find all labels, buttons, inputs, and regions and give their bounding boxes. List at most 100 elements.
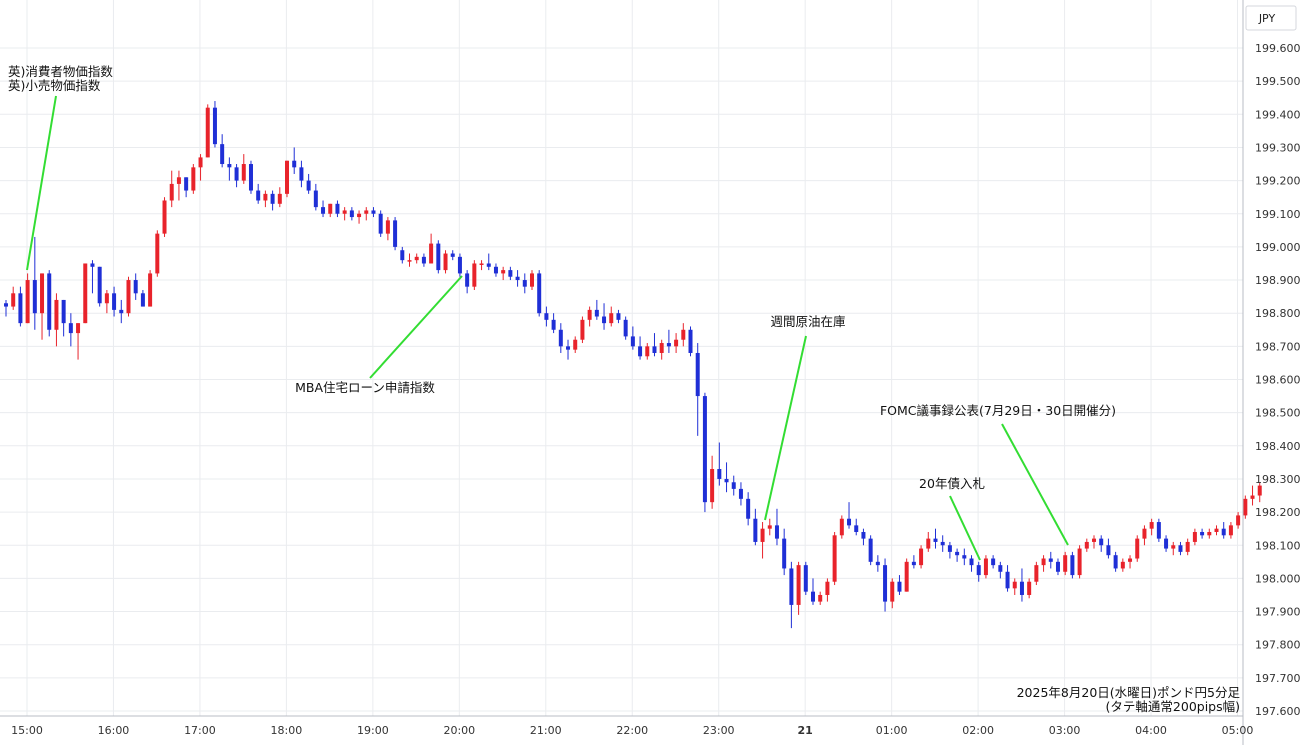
candle-body	[854, 525, 859, 532]
candle-body	[839, 518, 844, 536]
candle	[54, 293, 59, 347]
candle-body	[861, 531, 866, 539]
candle	[724, 462, 729, 493]
candle	[529, 270, 534, 290]
candle	[508, 266, 513, 281]
candle-body	[594, 309, 599, 317]
candle	[940, 535, 945, 552]
candle	[285, 160, 290, 198]
candle	[119, 299, 124, 324]
y-tick-label: 198.100	[1255, 539, 1300, 552]
chart-caption-title: 2025年8月20日(水曜日)ポンド円5分足	[1017, 685, 1241, 700]
candle	[1171, 541, 1176, 556]
candle	[1243, 495, 1248, 519]
candle-body	[299, 167, 304, 181]
candle-body	[126, 280, 131, 314]
candle-body	[47, 273, 52, 330]
candle-body	[407, 260, 412, 262]
x-tick-label: 17:00	[184, 724, 216, 737]
candle	[436, 240, 441, 274]
candle-body	[220, 144, 225, 165]
x-tick-label: 23:00	[703, 724, 735, 737]
candle-body	[1077, 548, 1082, 576]
candle	[969, 555, 974, 572]
candle	[731, 475, 736, 496]
candle	[681, 323, 686, 347]
candle	[486, 253, 491, 271]
candle-body	[184, 177, 189, 191]
candle	[328, 203, 333, 218]
candle-body	[630, 336, 635, 347]
candle	[1106, 538, 1111, 559]
candle-body	[537, 273, 542, 314]
candle-body	[1178, 545, 1183, 552]
candle	[407, 253, 412, 267]
candle-body	[227, 164, 232, 168]
candle	[580, 316, 585, 344]
candle	[825, 578, 830, 602]
candle-body	[926, 538, 931, 549]
candle-body	[515, 276, 520, 281]
candle	[212, 101, 217, 148]
candle-body	[83, 263, 88, 324]
candle	[1200, 528, 1205, 539]
candle	[357, 210, 362, 224]
candle	[364, 207, 369, 221]
candle-body	[493, 266, 498, 274]
candle-body	[1034, 565, 1039, 582]
y-tick-label: 197.700	[1255, 672, 1300, 685]
candle-body	[1243, 498, 1248, 516]
candle-body	[782, 538, 787, 569]
candle-body	[868, 538, 873, 562]
candle-body	[717, 469, 722, 479]
candle-body	[1099, 538, 1104, 546]
candle-body	[90, 263, 95, 267]
candle	[378, 210, 383, 237]
candle	[1250, 485, 1255, 506]
candle-body	[1164, 538, 1169, 549]
candle	[205, 104, 210, 158]
candle	[976, 561, 981, 582]
candle	[1192, 528, 1197, 546]
candle-body	[465, 273, 470, 287]
candle	[998, 561, 1003, 579]
candle	[18, 286, 23, 327]
y-tick-label: 198.800	[1255, 307, 1300, 320]
candle	[241, 154, 246, 184]
axes	[0, 0, 1244, 745]
x-tick-label: 03:00	[1049, 724, 1081, 737]
candle-body	[659, 343, 664, 353]
candle	[630, 326, 635, 350]
candle	[220, 134, 225, 168]
candle	[666, 329, 671, 353]
candle-body	[1027, 581, 1032, 595]
candle	[306, 173, 311, 194]
candle	[148, 270, 153, 307]
candle	[501, 266, 506, 281]
candle-body	[501, 270, 506, 274]
candle	[25, 273, 30, 324]
candle-body	[1048, 558, 1053, 562]
candle-body	[1070, 555, 1075, 576]
candle	[1156, 518, 1161, 542]
candle-body	[947, 545, 952, 552]
candle-body	[277, 193, 282, 204]
candle-body	[443, 253, 448, 271]
candle-body	[1084, 541, 1089, 549]
candle	[450, 250, 455, 261]
candle-body	[753, 518, 758, 542]
candle-body	[191, 167, 196, 191]
candle-body	[313, 190, 318, 208]
candle	[983, 555, 988, 579]
candle-body	[702, 396, 707, 503]
y-tick-label: 198.600	[1255, 374, 1300, 387]
candle-body	[587, 309, 592, 320]
candle-body	[198, 157, 203, 168]
candle-body	[342, 210, 347, 214]
candle-body	[760, 528, 765, 542]
candle	[818, 591, 823, 605]
candle-body	[738, 488, 743, 499]
